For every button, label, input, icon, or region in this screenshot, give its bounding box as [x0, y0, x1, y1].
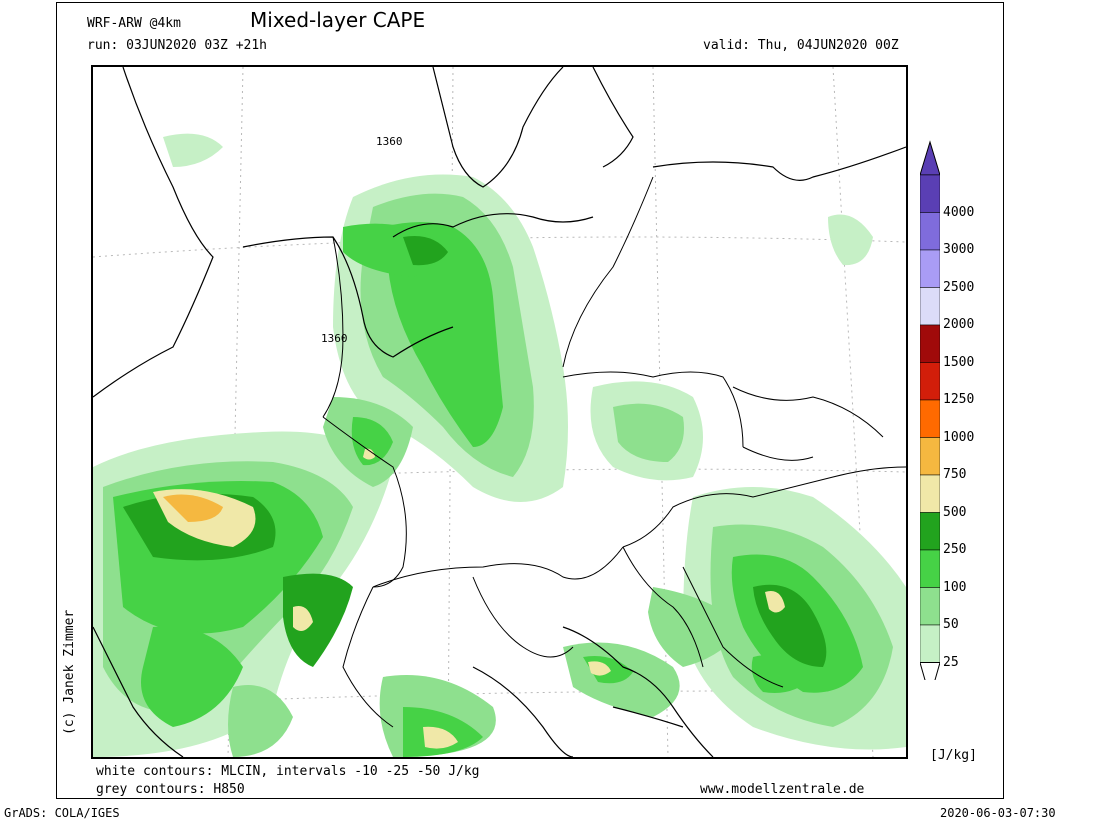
colorbar-label: 50 [943, 617, 959, 632]
colorbar-label: 25 [943, 654, 959, 670]
colorbar-swatch [920, 324, 940, 363]
cape-map: 1360 1360 [91, 65, 908, 759]
model-label: WRF-ARW @4km [87, 16, 181, 31]
colorbar-swatch [920, 249, 940, 288]
map-title: Mixed-layer CAPE [250, 8, 426, 32]
white-contours-legend: white contours: MLCIN, intervals -10 -25… [96, 764, 480, 779]
author-credit: (c) Janek Zimmer [62, 609, 77, 735]
colorbar-swatch [920, 512, 940, 551]
colorbar-label: 100 [943, 579, 967, 595]
country-borders [322, 176, 906, 728]
run-label: run: 03JUN2020 03Z +21h [87, 38, 268, 53]
colorbar-label: 500 [943, 504, 967, 520]
colorbar-swatch [920, 287, 940, 326]
contour-label-north: 1360 [376, 135, 403, 148]
colorbar-swatch [920, 174, 940, 213]
colorbar-bottom-arrow [920, 662, 940, 680]
colorbar-swatch [920, 549, 940, 588]
colorbar-top-arrow [920, 140, 940, 176]
grads-label: GrADS: COLA/IGES [4, 806, 120, 820]
colorbar-swatch [920, 212, 940, 251]
colorbar [920, 140, 940, 680]
contour-label-west: 1360 [321, 332, 348, 345]
colorbar-label: 250 [943, 542, 967, 557]
coastlines [93, 67, 906, 757]
colorbar-swatch [920, 437, 940, 476]
colorbar-swatch [920, 399, 940, 438]
colorbar-swatch [920, 624, 940, 663]
cape-shading [93, 133, 906, 757]
colorbar-label: 1500 [943, 354, 975, 370]
colorbar-label: 2000 [943, 317, 975, 332]
figure-frame [56, 2, 1004, 799]
colorbar-label: 1000 [943, 429, 975, 445]
colorbar-label: 4000 [943, 204, 975, 220]
colorbar-swatch [920, 474, 940, 513]
timestamp: 2020-06-03-07:30 [940, 806, 1056, 820]
colorbar-swatch [920, 587, 940, 626]
colorbar-label: 2500 [943, 279, 975, 295]
grey-contours-legend: grey contours: H850 [96, 782, 245, 797]
colorbar-label: 750 [943, 467, 967, 482]
colorbar-swatch [920, 362, 940, 401]
colorbar-label: 3000 [943, 242, 975, 257]
map-canvas: 1360 1360 [93, 67, 906, 757]
valid-label: valid: Thu, 04JUN2020 00Z [703, 38, 899, 53]
website-link[interactable]: www.modellzentrale.de [700, 782, 865, 797]
colorbar-unit: [J/kg] [930, 748, 977, 763]
colorbar-label: 1250 [943, 392, 975, 407]
